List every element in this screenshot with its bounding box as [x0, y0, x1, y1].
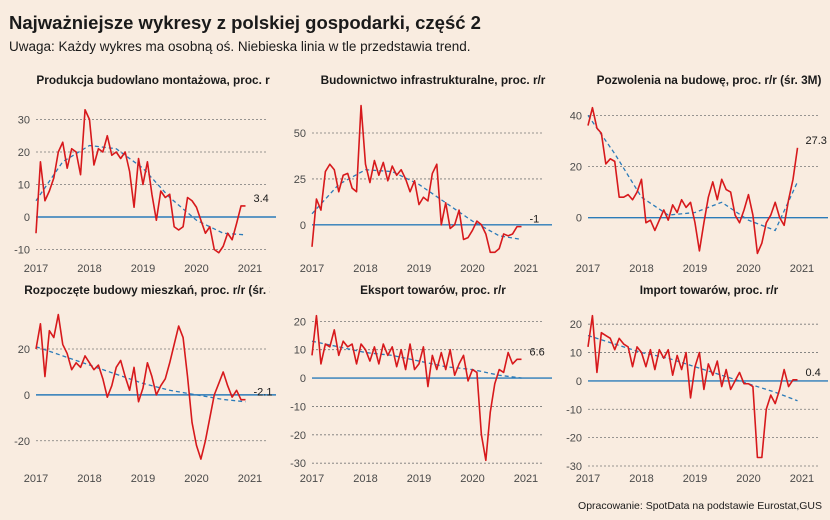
series-line	[587, 314, 798, 459]
chart-budowy-mieszkan: Rozpoczęte budowy mieszkań, proc. r/r (ś…	[14, 283, 276, 485]
x-tick-label: 2020	[184, 263, 208, 275]
x-tick-label: 2018	[353, 473, 377, 485]
y-tick-label: -20	[566, 433, 582, 445]
end-value-label: -2.1	[254, 387, 273, 399]
y-tick-label: -30	[566, 461, 582, 473]
chart-import: Import towarów, proc. r/r-30-20-10010202…	[566, 283, 828, 485]
x-tick-label: 2017	[576, 473, 600, 485]
y-tick-label: 0	[300, 220, 306, 232]
y-tick-label: 20	[18, 344, 30, 356]
x-tick-label: 2021	[514, 263, 538, 275]
chart-pozwolenia: Pozwolenia na budowę, proc. r/r (śr. 3M)…	[570, 73, 828, 275]
x-tick-label: 2019	[131, 473, 155, 485]
end-value-label: -1	[530, 214, 540, 226]
y-tick-label: 30	[18, 115, 30, 127]
x-tick-label: 2017	[24, 473, 48, 485]
x-tick-label: 2020	[736, 473, 760, 485]
y-tick-label: 10	[18, 180, 30, 192]
x-tick-label: 2021	[238, 473, 262, 485]
x-tick-label: 2019	[683, 263, 707, 275]
y-tick-label: 20	[570, 161, 582, 173]
chart-panel-infrastruktura: Budownictwo infrastrukturalne, proc. r/r…	[276, 68, 554, 280]
x-tick-label: 2017	[24, 263, 48, 275]
y-tick-label: 20	[294, 316, 306, 328]
trend-line	[35, 144, 246, 236]
x-tick-label: 2021	[790, 263, 814, 275]
chart-panel-pozwolenia: Pozwolenia na budowę, proc. r/r (śr. 3M)…	[552, 68, 830, 280]
y-tick-label: 0	[24, 212, 30, 224]
chart-produkcja: Produkcja budowlano montażowa, proc. r/r…	[14, 73, 278, 275]
y-tick-label: 0	[24, 390, 30, 402]
page-subtitle: Uwaga: Każdy wykres ma osobną oś. Niebie…	[9, 39, 471, 54]
y-tick-label: 50	[294, 128, 306, 140]
x-tick-label: 2018	[353, 263, 377, 275]
chart-panel-budowy-mieszkan: Rozpoczęte budowy mieszkań, proc. r/r (ś…	[0, 278, 278, 490]
series-line	[587, 106, 799, 255]
x-tick-label: 2018	[629, 473, 653, 485]
source-note: Opracowanie: SpotData na podstawie Euros…	[578, 500, 822, 512]
chart-title: Eksport towarów, proc. r/r	[360, 283, 506, 297]
x-tick-label: 2018	[77, 473, 101, 485]
x-tick-label: 2019	[407, 263, 431, 275]
series-line	[35, 108, 246, 254]
y-tick-label: 20	[18, 147, 30, 159]
x-tick-label: 2017	[576, 263, 600, 275]
y-tick-label: 10	[294, 345, 306, 357]
chart-title: Produkcja budowlano montażowa, proc. r/r	[36, 73, 278, 87]
chart-title: Rozpoczęte budowy mieszkań, proc. r/r (ś…	[24, 283, 290, 297]
y-tick-label: 40	[570, 110, 582, 122]
y-tick-label: -20	[290, 430, 306, 442]
chart-title: Pozwolenia na budowę, proc. r/r (śr. 3M)	[597, 73, 822, 87]
y-tick-label: -10	[290, 401, 306, 413]
series-line	[311, 314, 522, 462]
series-line	[35, 313, 246, 460]
end-value-label: 6.6	[530, 346, 545, 358]
x-tick-label: 2021	[238, 263, 262, 275]
y-tick-label: -20	[14, 436, 30, 448]
trend-line	[587, 334, 798, 402]
x-tick-label: 2018	[77, 263, 101, 275]
chart-title: Import towarów, proc. r/r	[640, 283, 779, 297]
trend-line	[587, 114, 799, 232]
y-tick-label: 0	[576, 376, 582, 388]
x-tick-label: 2020	[184, 473, 208, 485]
x-tick-label: 2019	[407, 473, 431, 485]
series-line	[311, 104, 522, 254]
chart-infrastruktura: Budownictwo infrastrukturalne, proc. r/r…	[294, 73, 552, 275]
x-tick-label: 2018	[629, 263, 653, 275]
chart-eksport: Eksport towarów, proc. r/r -30 -20 -10 0 10 20…	[290, 283, 552, 485]
x-tick-label: 2020	[460, 263, 484, 275]
y-tick-label: 0	[576, 213, 582, 225]
y-tick-label: -10	[566, 404, 582, 416]
x-tick-label: 2021	[790, 473, 814, 485]
y-tick-label: 20	[570, 319, 582, 331]
x-tick-label: 2020	[736, 263, 760, 275]
chart-panel-import: Import towarów, proc. r/r -30 -20 -10 0 10 20 2…	[552, 278, 830, 490]
y-tick-label: 25	[294, 174, 306, 186]
x-tick-label: 2019	[683, 473, 707, 485]
y-tick-label: -30	[290, 458, 306, 470]
end-value-label: 3.4	[254, 193, 269, 205]
y-tick-label: 10	[570, 348, 582, 360]
x-tick-label: 2017	[300, 473, 324, 485]
end-value-label: 0.4	[806, 367, 821, 379]
end-value-label: 27.3	[806, 135, 827, 147]
trend-line	[311, 169, 522, 241]
chart-panel-eksport: Eksport towarów, proc. r/r -30 -20 -10 0 10 20…	[276, 278, 554, 490]
trend-line	[311, 340, 522, 379]
x-tick-label: 2021	[514, 473, 538, 485]
chart-title: Budownictwo infrastrukturalne, proc. r/r	[321, 73, 546, 87]
x-tick-label: 2020	[460, 473, 484, 485]
page-title: Najważniejsze wykresy z polskiej gospoda…	[9, 12, 481, 33]
x-tick-label: 2017	[300, 263, 324, 275]
x-tick-label: 2019	[131, 263, 155, 275]
chart-panel-produkcja: Produkcja budowlano montażowa, proc. r/r…	[0, 68, 278, 280]
y-tick-label: -10	[14, 245, 30, 257]
y-tick-label: 0	[300, 373, 306, 385]
